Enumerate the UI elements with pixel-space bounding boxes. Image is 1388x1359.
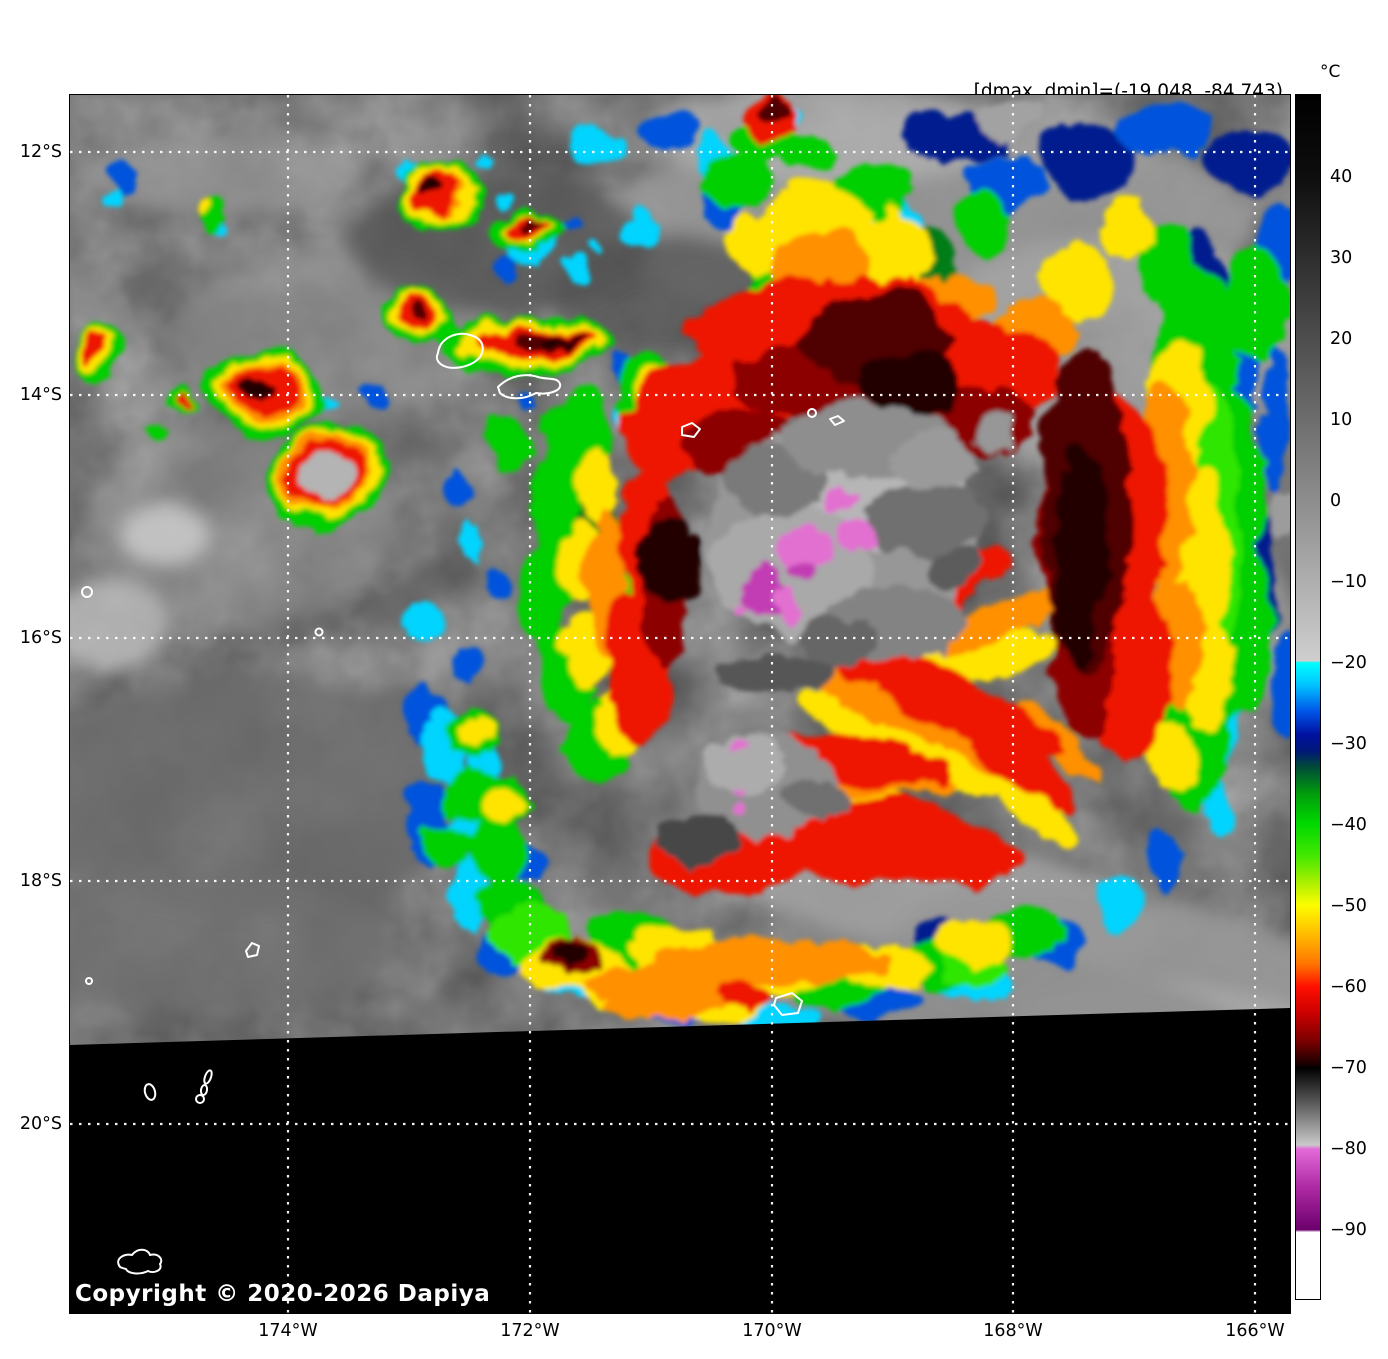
- colorbar-tick: −20: [1330, 653, 1367, 673]
- colorbar-tick: 30: [1330, 248, 1353, 268]
- colorbar-tick: −10: [1330, 572, 1367, 592]
- satellite-imagery: [70, 95, 1290, 1313]
- lon-label: 170°W: [742, 1321, 802, 1341]
- satellite-map: Copyright © 2020-2026 Dapiya: [69, 94, 1291, 1314]
- colorbar-tick: 0: [1330, 491, 1342, 511]
- lat-label: 14°S: [19, 385, 62, 405]
- copyright-notice: Copyright © 2020-2026 Dapiya: [75, 1281, 491, 1307]
- lat-label: 20°S: [19, 1114, 62, 1134]
- colorbar-tick: 40: [1330, 167, 1353, 187]
- no-data-wedge: [70, 1008, 1290, 1313]
- lon-label: 172°W: [500, 1321, 560, 1341]
- colorbar-tick: 20: [1330, 329, 1353, 349]
- colorbar-tick: −30: [1330, 734, 1367, 754]
- lon-label: 166°W: [1225, 1321, 1285, 1341]
- cold-core-red: [78, 95, 1166, 1005]
- lat-label: 18°S: [19, 871, 62, 891]
- warm-center-gray: [294, 97, 1290, 863]
- colorbar-tick: −50: [1330, 896, 1367, 916]
- colorbar-tick: −70: [1330, 1058, 1367, 1078]
- lat-label: 12°S: [19, 142, 62, 162]
- colorbar-tick: −90: [1330, 1220, 1367, 1240]
- lon-label: 174°W: [258, 1321, 318, 1341]
- colorbar-unit-label: °C: [1320, 62, 1341, 82]
- lat-label: 16°S: [19, 628, 62, 648]
- colorbar-gradient: [1295, 94, 1321, 1300]
- overshoot-magenta: [725, 484, 871, 808]
- island-outlines: [81, 332, 845, 1275]
- colorbar-tick: −40: [1330, 815, 1367, 835]
- colorbar-tick: 10: [1330, 410, 1353, 430]
- lon-label: 168°W: [983, 1321, 1043, 1341]
- colorbar-tick: −80: [1330, 1139, 1367, 1159]
- colorbar-tick: −60: [1330, 977, 1367, 997]
